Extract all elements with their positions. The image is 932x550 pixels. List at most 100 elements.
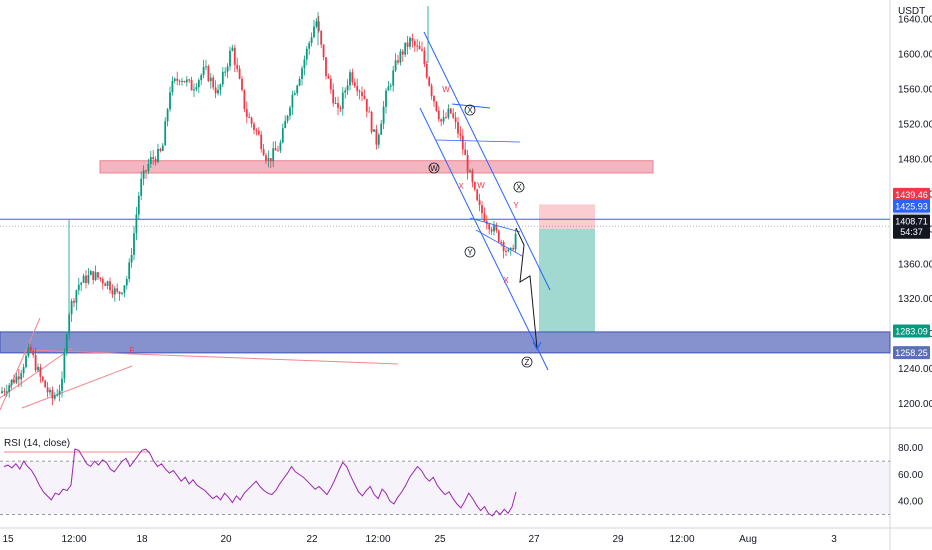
candle bbox=[325, 57, 327, 77]
candle bbox=[404, 42, 407, 55]
rsi-y-tick-label: 40.00 bbox=[898, 497, 923, 508]
candle bbox=[363, 96, 366, 99]
candle bbox=[181, 80, 183, 82]
candle bbox=[255, 129, 258, 131]
candle bbox=[133, 233, 135, 255]
candle bbox=[471, 170, 474, 183]
trendline[interactable] bbox=[29, 349, 399, 365]
candle bbox=[509, 247, 512, 250]
candle bbox=[142, 170, 145, 179]
candle bbox=[188, 79, 191, 81]
candle bbox=[284, 120, 287, 129]
candle bbox=[334, 103, 337, 105]
candle bbox=[202, 67, 205, 76]
x-tick-label: 12:00 bbox=[365, 534, 390, 545]
candle bbox=[111, 290, 114, 295]
wave-label-circle bbox=[513, 181, 525, 193]
candle bbox=[171, 80, 174, 93]
candle bbox=[99, 277, 102, 279]
candle bbox=[430, 85, 433, 96]
candle bbox=[56, 394, 59, 396]
channel-small[interactable] bbox=[451, 103, 491, 109]
candle bbox=[303, 59, 306, 69]
candle bbox=[15, 376, 18, 383]
candle bbox=[101, 278, 104, 284]
candle bbox=[205, 66, 207, 68]
y-tick-label: 1600.00 bbox=[898, 50, 932, 61]
candle bbox=[274, 148, 277, 151]
candle bbox=[130, 254, 133, 263]
wave-label-circle bbox=[464, 104, 476, 116]
candle bbox=[3, 391, 6, 393]
candle bbox=[406, 42, 409, 47]
channel-lower[interactable] bbox=[419, 107, 549, 371]
candle bbox=[73, 300, 75, 303]
candle bbox=[373, 129, 375, 132]
wave-label: F bbox=[130, 346, 135, 355]
candle bbox=[385, 90, 387, 107]
wave-label: W bbox=[430, 164, 438, 173]
arrow-head bbox=[532, 341, 542, 351]
wave-label: X bbox=[503, 276, 509, 285]
candle bbox=[85, 275, 87, 283]
rsi-line[interactable] bbox=[3, 448, 517, 517]
candle bbox=[447, 108, 450, 118]
candle bbox=[46, 387, 49, 393]
candle bbox=[207, 66, 210, 82]
candle bbox=[27, 346, 30, 357]
candle bbox=[195, 87, 198, 90]
trendline[interactable] bbox=[21, 365, 133, 409]
candle bbox=[413, 41, 416, 46]
candle bbox=[140, 178, 143, 196]
candle bbox=[61, 378, 63, 391]
candle bbox=[92, 271, 95, 281]
candle bbox=[514, 233, 517, 250]
candle bbox=[433, 95, 435, 102]
candle bbox=[320, 30, 323, 45]
candle bbox=[425, 63, 428, 78]
candle bbox=[75, 290, 78, 303]
resistance-zone[interactable] bbox=[99, 160, 654, 174]
candle bbox=[315, 21, 318, 27]
candle bbox=[269, 158, 272, 162]
candle bbox=[502, 242, 505, 251]
channel-small[interactable] bbox=[475, 229, 523, 257]
candle bbox=[161, 145, 164, 151]
candle bbox=[250, 117, 253, 124]
candle bbox=[313, 26, 315, 38]
trendline[interactable] bbox=[0, 347, 73, 399]
candle bbox=[265, 155, 267, 161]
take-profit-zone[interactable] bbox=[539, 228, 595, 332]
candle bbox=[298, 78, 301, 86]
wave-label-circle bbox=[428, 162, 440, 174]
candle bbox=[481, 205, 483, 214]
candle bbox=[238, 68, 241, 79]
x-tick-label: 3 bbox=[831, 534, 837, 545]
price-tag-label: 1425.93 bbox=[895, 202, 928, 212]
support-zone[interactable] bbox=[0, 331, 891, 354]
candle bbox=[253, 123, 255, 130]
candle bbox=[229, 50, 231, 67]
wave-label-circle bbox=[521, 356, 533, 368]
channel-small[interactable] bbox=[435, 139, 521, 143]
channel-small[interactable] bbox=[469, 217, 521, 233]
candle bbox=[505, 250, 507, 252]
candle bbox=[476, 189, 479, 201]
candle bbox=[382, 106, 385, 124]
candle bbox=[87, 275, 90, 283]
channel-upper[interactable] bbox=[423, 31, 551, 291]
y-tick-label: 1360.00 bbox=[898, 259, 932, 270]
candle bbox=[464, 149, 467, 156]
candle bbox=[109, 281, 111, 291]
candle bbox=[94, 272, 97, 281]
price-tag-label: 1283.09 bbox=[895, 326, 928, 336]
candle bbox=[80, 282, 83, 285]
stop-loss-zone[interactable] bbox=[539, 204, 595, 229]
countdown-label: 54:37 bbox=[900, 227, 923, 237]
candle bbox=[377, 134, 380, 145]
candle bbox=[262, 149, 265, 156]
projection-path[interactable] bbox=[515, 227, 538, 349]
candle bbox=[145, 170, 147, 172]
